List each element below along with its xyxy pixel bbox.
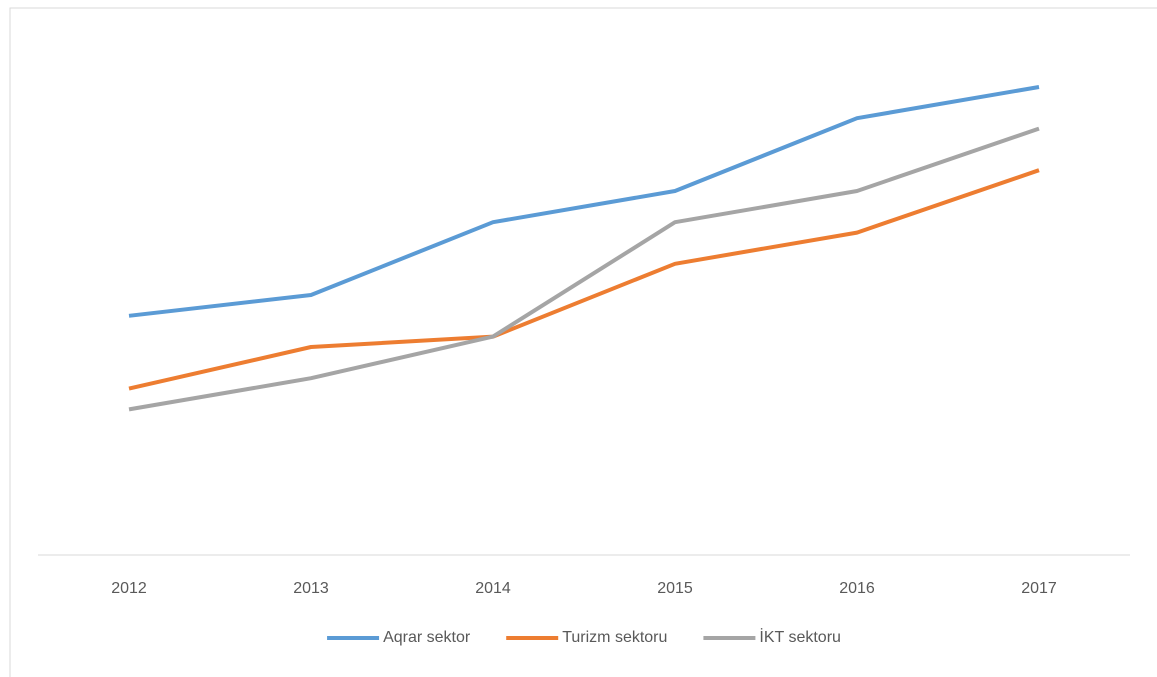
legend-label: Turizm sektoru [562,629,667,646]
x-tick-label: 2014 [475,580,511,597]
legend-label: İKT sektoru [759,627,841,646]
series-line [128,126,1040,412]
series-line [128,85,1040,318]
chart-frame [9,7,1157,677]
x-tick-label: 2015 [657,580,693,597]
series-line [128,168,1040,391]
x-tick-label: 2013 [293,580,329,597]
legend-label: Aqrar sektor [383,629,471,646]
x-tick-label: 2012 [111,580,147,597]
x-tick-label: 2017 [1021,580,1057,597]
x-tick-label: 2016 [839,580,875,597]
